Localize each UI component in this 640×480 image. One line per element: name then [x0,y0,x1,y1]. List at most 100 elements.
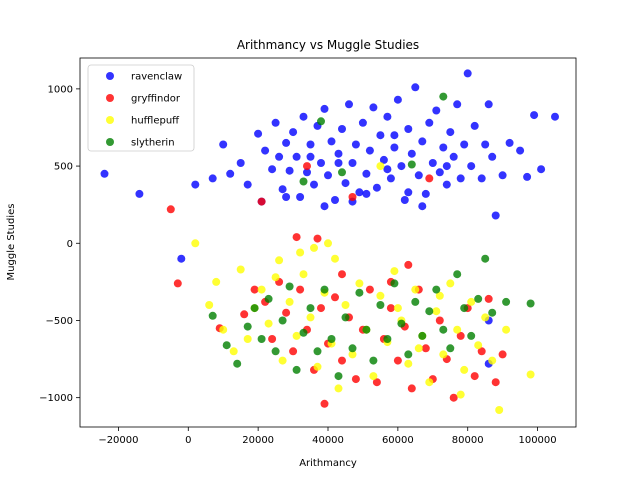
point-slytherin-18 [348,344,357,353]
legend-marker-slytherin [106,138,114,146]
x-tick-label-6: 100000 [518,435,556,446]
point-slytherin-19 [355,288,364,297]
point-ravenclaw-60 [439,143,448,152]
point-gryffindor-44 [257,197,266,206]
point-ravenclaw-37 [358,118,367,127]
point-ravenclaw-18 [292,152,301,161]
point-slytherin-44 [299,177,308,186]
point-gryffindor-19 [351,375,360,384]
point-ravenclaw-7 [243,180,252,189]
point-ravenclaw-79 [530,111,539,120]
point-slytherin-2 [233,359,242,368]
point-ravenclaw-82 [177,254,186,263]
point-ravenclaw-39 [365,146,374,155]
point-ravenclaw-29 [331,196,339,204]
point-hufflepuff-27 [390,267,399,276]
point-gryffindor-33 [449,393,458,402]
point-hufflepuff-6 [243,335,252,343]
point-ravenclaw-68 [467,162,476,171]
point-ravenclaw-50 [404,125,413,133]
point-slytherin-8 [278,316,287,325]
point-slytherin-40 [526,299,535,308]
point-slytherin-32 [446,344,455,353]
point-gryffindor-0 [166,205,175,214]
x-tick-label-3: 40000 [312,435,344,446]
legend-label-ravenclaw: ravenclaw [131,72,182,83]
x-tick-label-2: 20000 [242,435,274,446]
point-ravenclaw-54 [418,137,427,146]
y-axis: −1000 −500 0 500 1000 [39,84,80,404]
x-axis: −20000 0 20000 40000 60000 80000 100000 [98,427,557,446]
x-tick-label-1: 0 [185,435,191,446]
point-ravenclaw-65 [456,174,465,183]
point-hufflepuff-37 [460,365,469,374]
point-slytherin-21 [369,356,378,365]
point-ravenclaw-8 [254,129,263,138]
point-gryffindor-43 [425,174,434,183]
point-ravenclaw-12 [271,118,280,127]
point-gryffindor-37 [477,347,486,356]
point-ravenclaw-26 [320,104,329,113]
point-hufflepuff-41 [488,356,497,365]
data-points [100,69,559,414]
point-ravenclaw-56 [425,118,434,127]
point-ravenclaw-43 [379,155,388,164]
y-tick-label-3: 500 [54,162,73,173]
point-hufflepuff-1 [205,301,214,309]
point-slytherin-29 [425,307,434,316]
point-ravenclaw-21 [303,168,311,177]
point-hufflepuff-42 [495,406,504,414]
point-hufflepuff-21 [348,350,357,359]
point-hufflepuff-12 [285,297,294,306]
point-gryffindor-22 [372,378,381,387]
point-slytherin-16 [334,372,343,381]
point-ravenclaw-49 [400,196,409,204]
point-gryffindor-6 [268,335,277,343]
point-ravenclaw-90 [306,152,315,161]
point-ravenclaw-55 [421,189,430,198]
point-slytherin-26 [404,350,413,359]
point-ravenclaw-87 [362,189,371,198]
point-hufflepuff-24 [369,372,378,381]
point-hufflepuff-8 [257,285,266,294]
point-ravenclaw-71 [481,140,490,149]
point-hufflepuff-4 [229,347,238,356]
point-gryffindor-16 [331,293,339,302]
point-ravenclaw-16 [285,166,294,175]
legend-label-gryffindor: gryffindor [131,94,181,105]
point-hufflepuff-43 [502,325,511,334]
point-slytherin-5 [257,335,266,343]
point-ravenclaw-91 [320,202,329,211]
point-hufflepuff-3 [219,325,228,334]
legend-marker-hufflepuff [106,116,114,124]
point-slytherin-22 [376,301,385,309]
point-hufflepuff-32 [425,378,434,387]
point-ravenclaw-22 [306,140,315,149]
point-hufflepuff-34 [439,350,448,359]
point-ravenclaw-92 [390,131,399,140]
point-gryffindor-21 [365,285,374,294]
point-ravenclaw-19 [296,193,305,201]
point-slytherin-1 [222,341,231,350]
point-gryffindor-49 [404,260,413,269]
point-ravenclaw-75 [498,171,507,180]
legend-box [87,64,195,152]
point-ravenclaw-63 [449,152,458,161]
legend-marker-gryffindor [106,94,114,102]
point-slytherin-31 [439,325,448,334]
point-ravenclaw-1 [135,189,144,198]
point-ravenclaw-6 [236,159,245,167]
point-ravenclaw-30 [334,149,343,158]
point-ravenclaw-40 [369,103,378,112]
point-hufflepuff-35 [446,279,455,288]
point-ravenclaw-52 [411,83,420,92]
point-ravenclaw-64 [453,100,462,109]
point-ravenclaw-31 [338,125,346,133]
point-ravenclaw-70 [477,174,486,183]
point-slytherin-10 [292,365,301,374]
point-gryffindor-14 [320,399,329,408]
point-ravenclaw-25 [317,159,325,167]
point-ravenclaw-10 [261,146,270,155]
point-gryffindor-46 [313,234,322,243]
point-hufflepuff-50 [331,254,339,263]
